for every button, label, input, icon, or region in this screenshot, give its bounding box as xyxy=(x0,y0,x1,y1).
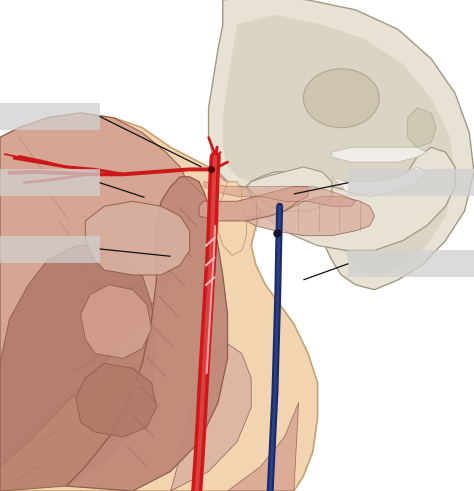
Polygon shape xyxy=(76,363,156,437)
Polygon shape xyxy=(81,285,152,358)
Polygon shape xyxy=(223,15,455,275)
Polygon shape xyxy=(0,113,318,491)
Polygon shape xyxy=(204,182,356,206)
Ellipse shape xyxy=(303,69,379,128)
Polygon shape xyxy=(85,201,190,275)
Polygon shape xyxy=(246,196,374,236)
Polygon shape xyxy=(332,147,427,162)
Polygon shape xyxy=(171,344,251,491)
Polygon shape xyxy=(199,187,308,221)
Bar xyxy=(348,250,474,277)
Bar xyxy=(0,169,100,196)
Bar xyxy=(0,236,100,263)
Polygon shape xyxy=(332,167,427,196)
Bar xyxy=(0,103,100,130)
Polygon shape xyxy=(408,108,436,147)
Polygon shape xyxy=(0,246,156,491)
Polygon shape xyxy=(209,0,474,290)
Polygon shape xyxy=(246,147,455,250)
Polygon shape xyxy=(218,182,246,255)
Polygon shape xyxy=(228,403,299,491)
Polygon shape xyxy=(0,113,190,466)
Polygon shape xyxy=(66,177,228,491)
Bar xyxy=(348,169,474,196)
Polygon shape xyxy=(246,167,332,211)
